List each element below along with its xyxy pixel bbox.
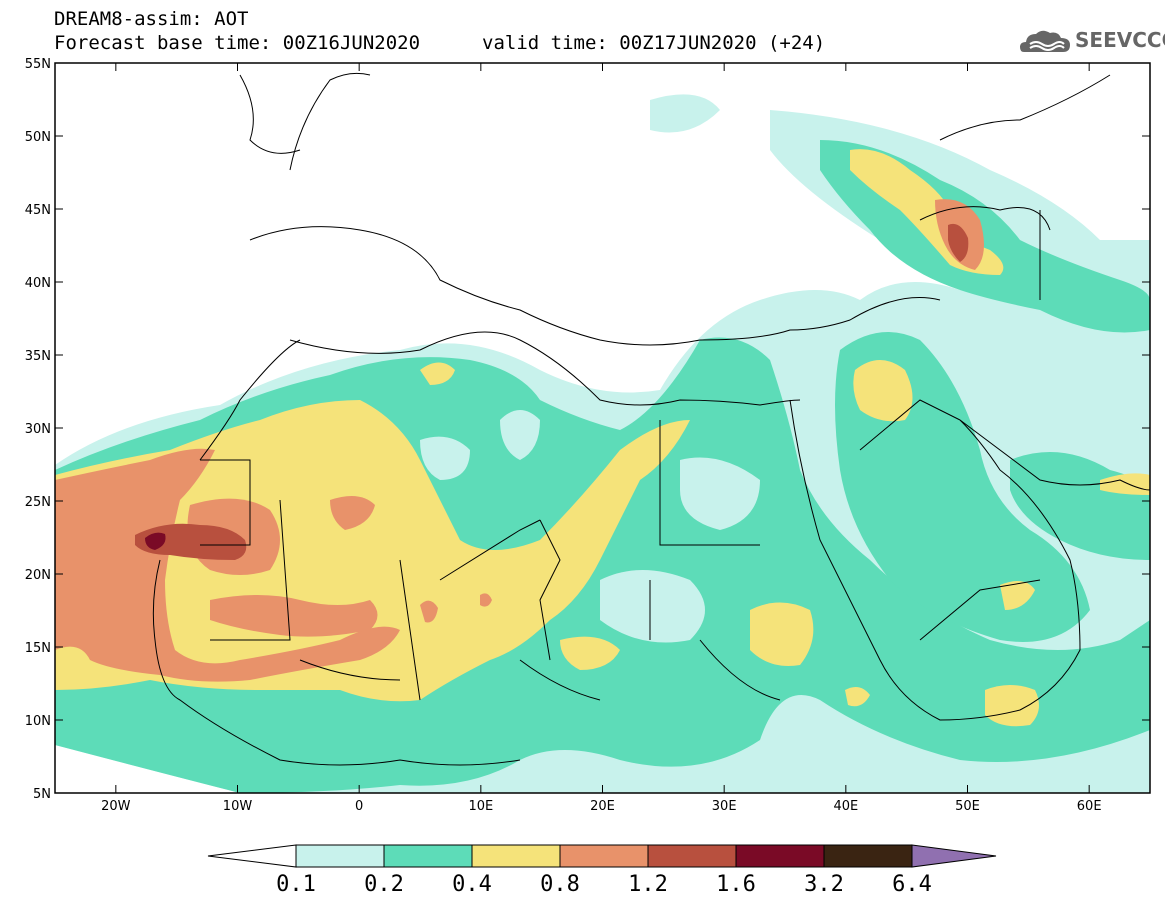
lat-tick-label: 30N — [25, 422, 51, 437]
lon-tick-label: 40E — [833, 799, 858, 814]
lat-tick-label: 50N — [25, 130, 51, 145]
lat-tick-label: 20N — [25, 568, 51, 583]
colorbar-swatch — [471, 844, 561, 868]
colorbar-right-arrow — [911, 844, 997, 868]
lon-tick-label: 30E — [712, 799, 737, 814]
colorbar-swatch — [295, 844, 385, 868]
lat-tick-label: 10N — [25, 714, 51, 729]
cloud-logo-icon — [1020, 30, 1070, 52]
colorbar-label: 0.4 — [452, 872, 492, 897]
colorbar-label: 1.2 — [628, 872, 668, 897]
lon-tick-label: 10W — [223, 799, 253, 814]
lat-tick-label: 5N — [33, 787, 51, 802]
forecast-base-time: Forecast base time: 00Z16JUN2020 — [54, 32, 421, 54]
lon-tick-label: 0 — [355, 799, 363, 814]
lon-tick-label: 50E — [955, 799, 980, 814]
colorbar: 0.1 0.2 0.4 0.8 1.2 1.6 3.2 6.4 — [207, 844, 997, 897]
colorbar-swatch — [647, 844, 737, 868]
lon-tick-label: 10E — [468, 799, 493, 814]
axis-ticks: 20W 10W 0 10E 20E 30E 40E 50E 60E 55N 50N 45N 40N 35N… — [25, 57, 1150, 814]
lat-tick-label: 40N — [25, 276, 51, 291]
lat-tick-label: 35N — [25, 349, 51, 364]
colorbar-label: 3.2 — [804, 872, 844, 897]
colorbar-label: 1.6 — [716, 872, 756, 897]
valid-time: valid time: 00Z17JUN2020 (+24) — [482, 32, 826, 54]
logo-text: SEEVCCC — [1075, 28, 1165, 52]
colorbar-swatch — [735, 844, 825, 868]
lon-tick-label: 60E — [1077, 799, 1102, 814]
lon-tick-label: 20W — [101, 799, 131, 814]
lat-tick-label: 25N — [25, 495, 51, 510]
colorbar-swatch — [559, 844, 649, 868]
colorbar-left-arrow — [207, 844, 297, 868]
chart-title: DREAM8-assim: AOT — [54, 8, 249, 30]
colorbar-label: 0.2 — [364, 872, 404, 897]
colorbar-swatch — [823, 844, 913, 868]
colorbar-label: 0.8 — [540, 872, 580, 897]
lat-tick-label: 55N — [25, 57, 51, 72]
colorbar-label: 6.4 — [892, 872, 932, 897]
colorbar-swatch — [383, 844, 473, 868]
lat-tick-label: 45N — [25, 203, 51, 218]
aot-field — [55, 72, 1150, 793]
lat-tick-label: 15N — [25, 641, 51, 656]
lon-tick-label: 20E — [590, 799, 615, 814]
colorbar-label: 0.1 — [276, 872, 316, 897]
